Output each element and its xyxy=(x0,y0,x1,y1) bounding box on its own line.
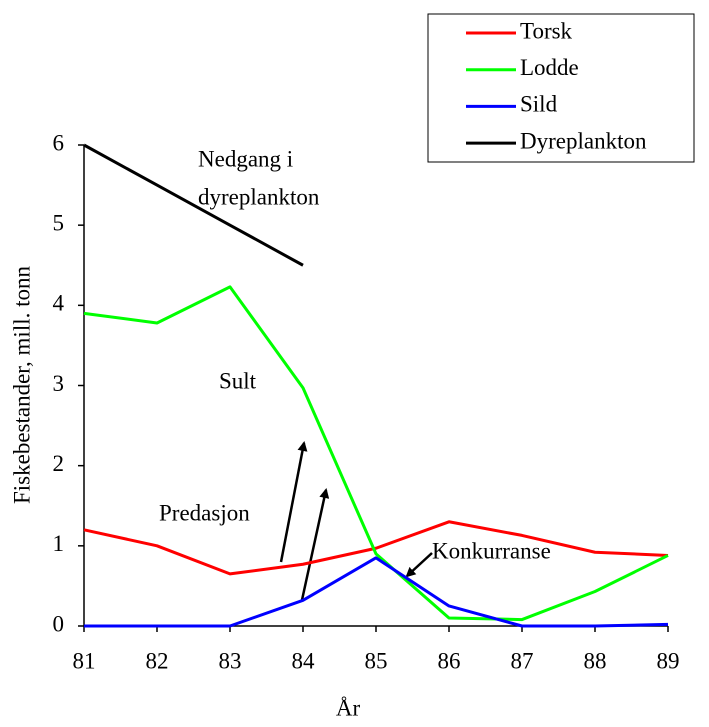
y-tick-label: 5 xyxy=(53,210,65,235)
x-tick-label: 83 xyxy=(219,648,242,673)
x-tick-label: 84 xyxy=(292,648,316,673)
arrow xyxy=(300,488,330,601)
annotation: Konkurranse xyxy=(432,538,551,563)
y-axis-label: Fiskebestander, mill. tonn xyxy=(9,266,34,504)
line xyxy=(84,556,669,628)
y-tick-label: 4 xyxy=(53,291,65,316)
y-tick-label: 0 xyxy=(53,611,65,636)
line xyxy=(83,520,669,576)
x-tick-label: 87 xyxy=(511,648,534,673)
x-tick-label: 85 xyxy=(365,648,388,673)
annotation: dyreplankton xyxy=(198,184,320,209)
x-tick-label: 88 xyxy=(584,648,607,673)
x-tick-label: 89 xyxy=(657,648,680,673)
legend xyxy=(427,13,695,163)
x-tick-label: 81 xyxy=(73,648,96,673)
legend-label: Lodde xyxy=(520,55,579,80)
annotation: Nedgang i xyxy=(198,146,293,171)
legend-label: Torsk xyxy=(520,18,573,43)
x-tick-label: 86 xyxy=(438,648,461,673)
annotation: Sult xyxy=(219,368,257,393)
line xyxy=(83,143,304,267)
arrow xyxy=(279,441,308,563)
annotation: Predasjon xyxy=(159,500,250,525)
arrow xyxy=(405,552,433,578)
x-axis-label: År xyxy=(336,695,361,720)
y-tick-label: 6 xyxy=(53,130,65,155)
line xyxy=(83,285,669,622)
y-tick-label: 2 xyxy=(53,451,65,476)
x-tick-label: 82 xyxy=(146,648,169,673)
y-tick-label: 1 xyxy=(53,531,65,556)
legend-label: Dyreplankton xyxy=(520,128,647,153)
legend-label: Sild xyxy=(520,92,558,117)
y-tick-label: 3 xyxy=(53,371,65,396)
